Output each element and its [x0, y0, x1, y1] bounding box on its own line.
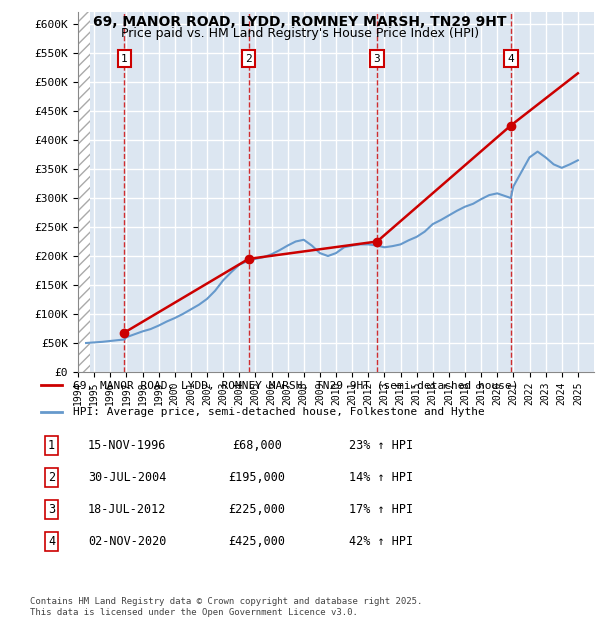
Text: 42% ↑ HPI: 42% ↑ HPI: [349, 535, 413, 548]
Text: HPI: Average price, semi-detached house, Folkestone and Hythe: HPI: Average price, semi-detached house,…: [73, 407, 485, 417]
Bar: [78, 12, 90, 372]
Text: 02-NOV-2020: 02-NOV-2020: [88, 535, 166, 548]
Text: 14% ↑ HPI: 14% ↑ HPI: [349, 471, 413, 484]
Text: 3: 3: [48, 503, 55, 516]
Text: 1: 1: [121, 54, 128, 64]
Text: 2: 2: [48, 471, 55, 484]
Text: 1: 1: [48, 439, 55, 452]
Text: 17% ↑ HPI: 17% ↑ HPI: [349, 503, 413, 516]
Text: 3: 3: [374, 54, 380, 64]
Text: £195,000: £195,000: [228, 471, 286, 484]
Text: Price paid vs. HM Land Registry's House Price Index (HPI): Price paid vs. HM Land Registry's House …: [121, 27, 479, 40]
Text: £68,000: £68,000: [232, 439, 282, 452]
Text: Contains HM Land Registry data © Crown copyright and database right 2025.
This d: Contains HM Land Registry data © Crown c…: [30, 598, 422, 617]
Text: £225,000: £225,000: [228, 503, 286, 516]
Text: 4: 4: [508, 54, 514, 64]
Text: £425,000: £425,000: [228, 535, 286, 548]
Text: 15-NOV-1996: 15-NOV-1996: [88, 439, 166, 452]
Text: 69, MANOR ROAD, LYDD, ROMNEY MARSH, TN29 9HT: 69, MANOR ROAD, LYDD, ROMNEY MARSH, TN29…: [93, 16, 507, 30]
Text: 4: 4: [48, 535, 55, 548]
Text: 2: 2: [245, 54, 252, 64]
Text: 69, MANOR ROAD, LYDD, ROMNEY MARSH, TN29 9HT (semi-detached house): 69, MANOR ROAD, LYDD, ROMNEY MARSH, TN29…: [73, 380, 519, 390]
Text: 18-JUL-2012: 18-JUL-2012: [88, 503, 166, 516]
Text: 23% ↑ HPI: 23% ↑ HPI: [349, 439, 413, 452]
Text: 30-JUL-2004: 30-JUL-2004: [88, 471, 166, 484]
